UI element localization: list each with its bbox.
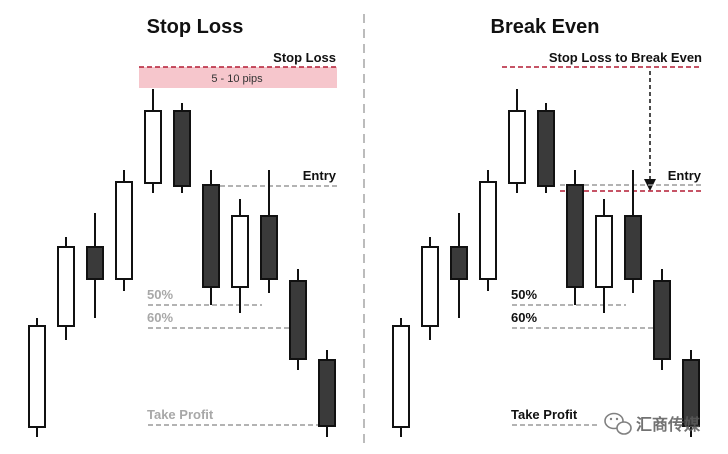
candle-bullish bbox=[115, 170, 133, 291]
take-profit-label: Take Profit bbox=[147, 407, 214, 422]
candle-bullish bbox=[479, 170, 497, 291]
entry-label: Entry bbox=[668, 168, 702, 183]
stop-loss-panel: Stop Loss 5 - 10 pips Stop Loss Entry 50… bbox=[28, 16, 337, 437]
candle-bearish bbox=[450, 213, 468, 318]
candle-bullish bbox=[231, 199, 249, 313]
candle-bullish bbox=[595, 199, 613, 313]
candle-bearish bbox=[173, 103, 191, 193]
candles bbox=[28, 89, 336, 437]
pips-label: 5 - 10 pips bbox=[211, 73, 263, 85]
candle-bearish bbox=[653, 269, 671, 370]
fib-50-label: 50% bbox=[147, 287, 173, 302]
candle-bullish bbox=[508, 89, 526, 193]
stop-loss-label: Stop Loss to Break Even bbox=[549, 50, 702, 65]
candle-bearish bbox=[682, 350, 700, 437]
panel-title: Break Even bbox=[491, 16, 600, 38]
candle-bearish bbox=[289, 269, 307, 370]
candle-bearish bbox=[537, 103, 555, 193]
candles bbox=[392, 89, 700, 437]
candle-bearish bbox=[86, 213, 104, 318]
candle-bearish bbox=[318, 350, 336, 437]
entry-label: Entry bbox=[303, 168, 337, 183]
candle-bullish bbox=[144, 89, 162, 193]
candle-bullish bbox=[421, 237, 439, 340]
candle-bullish bbox=[57, 237, 75, 340]
watermark-text: 汇商传媒 bbox=[636, 415, 701, 434]
break-even-panel: Break Even Stop Loss to Break Even Entry… bbox=[392, 16, 702, 437]
watermark: 汇商传媒 bbox=[604, 412, 701, 435]
fib-50-label: 50% bbox=[511, 287, 537, 302]
candle-bearish bbox=[624, 170, 642, 293]
candle-bearish bbox=[202, 170, 220, 305]
stop-loss-zone bbox=[139, 67, 337, 88]
wechat-logo-icon bbox=[604, 412, 632, 435]
candle-bullish bbox=[392, 318, 410, 437]
candle-bullish bbox=[28, 318, 46, 437]
panel-title: Stop Loss bbox=[147, 16, 244, 38]
stop-loss-label: Stop Loss bbox=[273, 50, 336, 65]
candle-bearish bbox=[260, 170, 278, 293]
fib-60-label: 60% bbox=[147, 310, 173, 325]
fib-60-label: 60% bbox=[511, 310, 537, 325]
take-profit-label: Take Profit bbox=[511, 407, 578, 422]
candle-bearish bbox=[566, 170, 584, 305]
